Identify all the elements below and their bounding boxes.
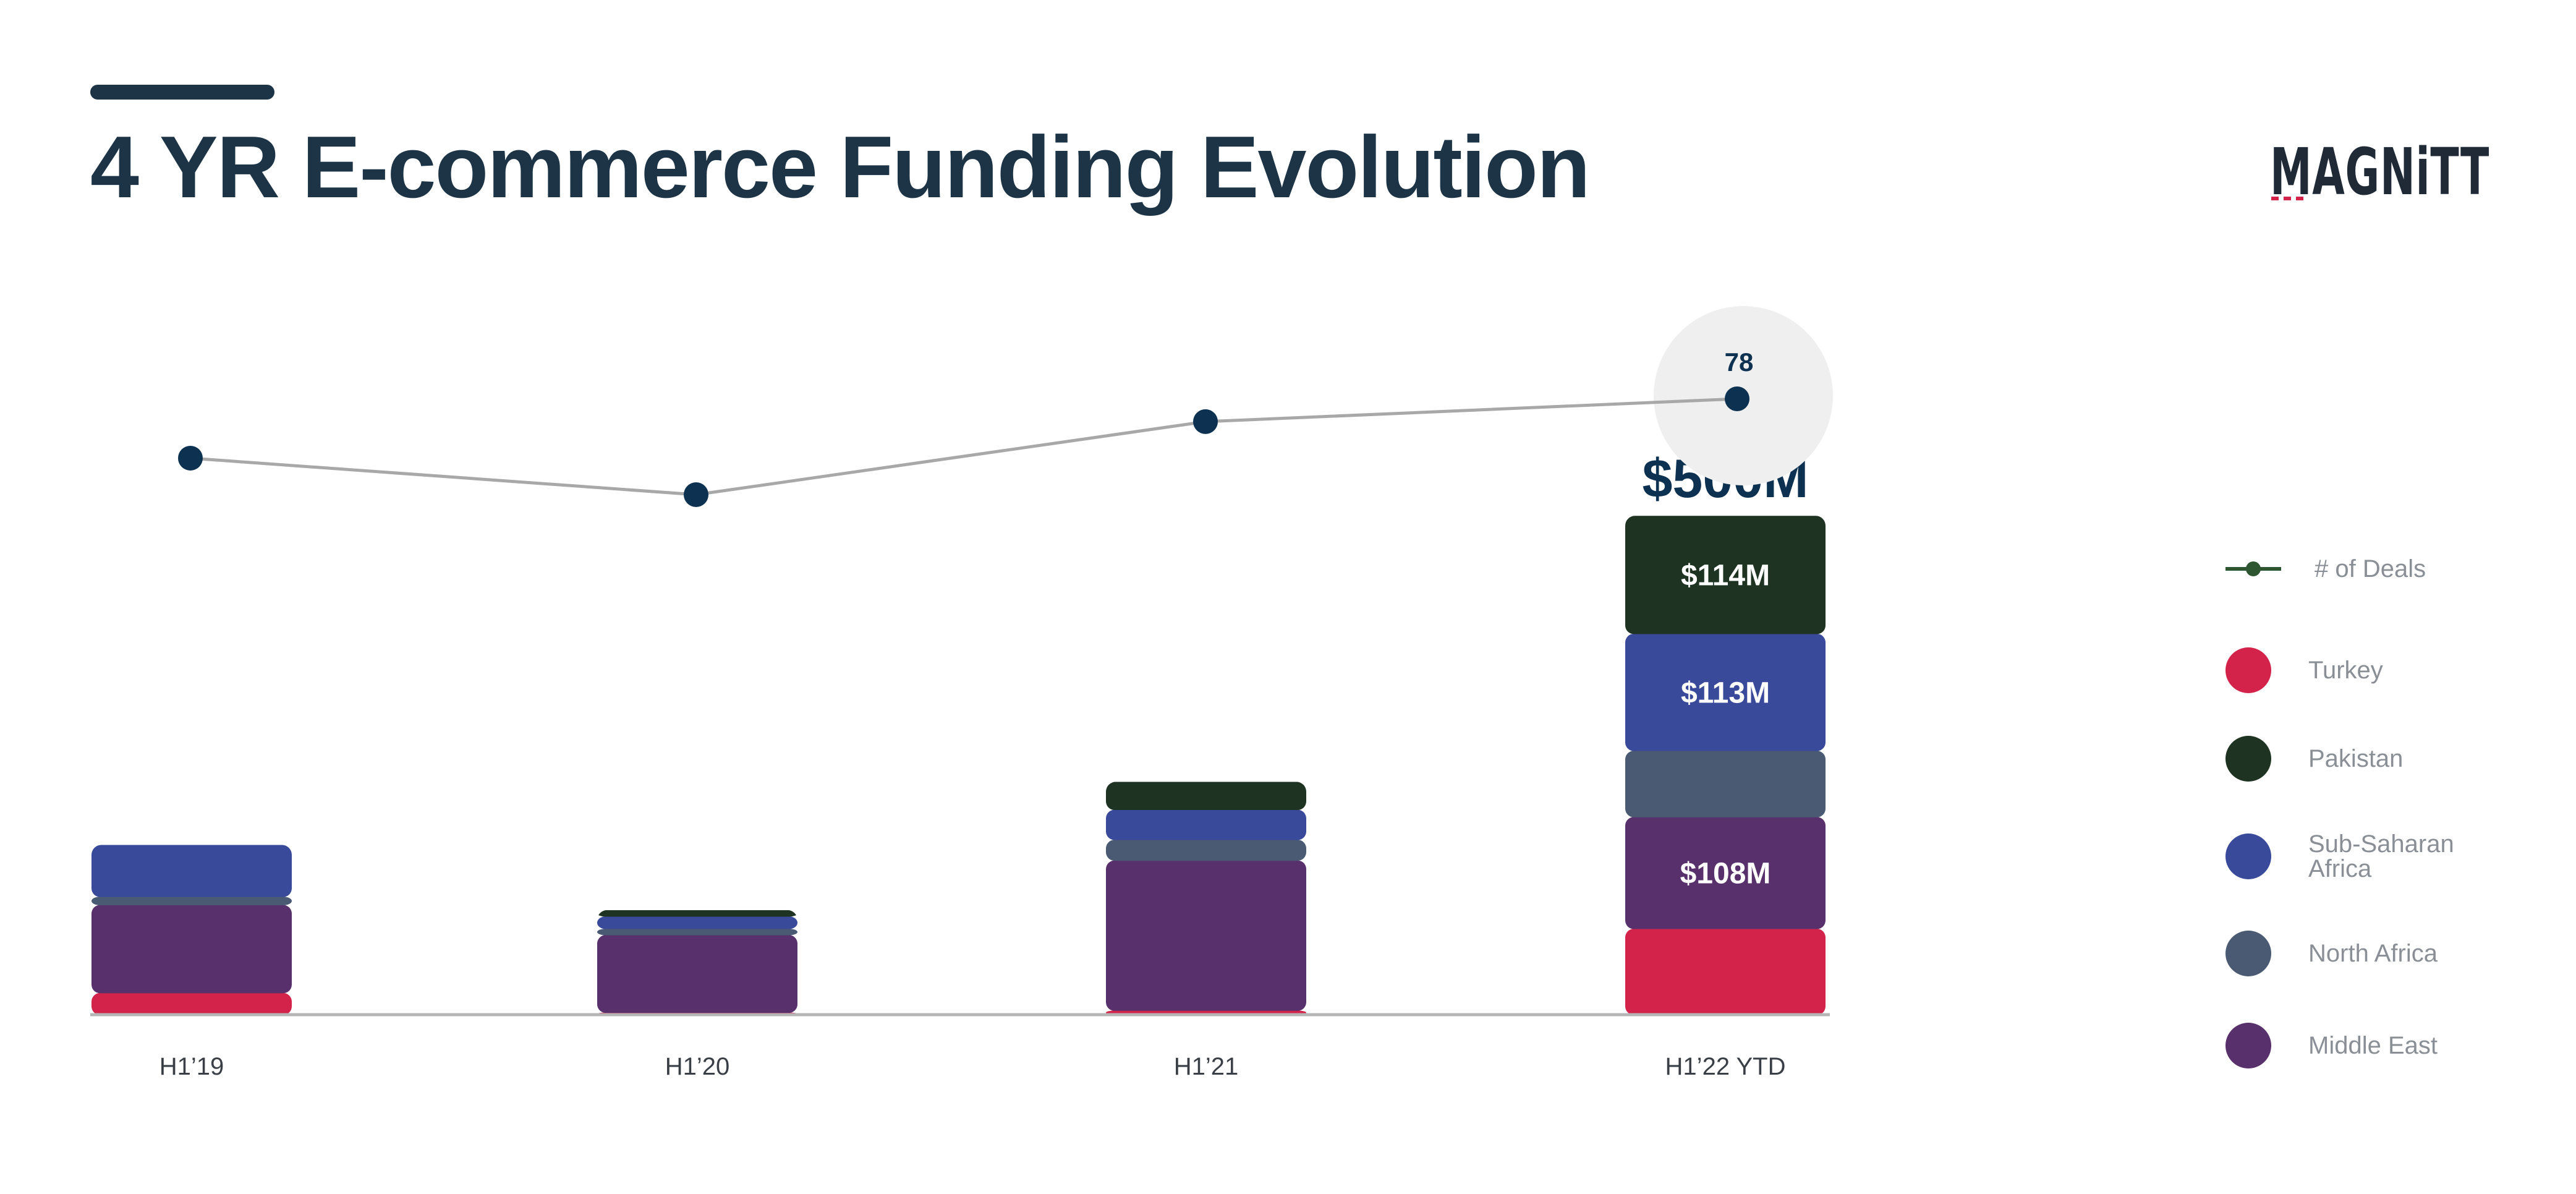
bar-segment-pakistan-h1-21 bbox=[1106, 782, 1306, 811]
bar-segment-sub-saharan-africa-h1-22-ytd bbox=[1625, 633, 1826, 751]
x-tick-label-h1-21: H1’21 bbox=[1174, 1053, 1239, 1080]
x-tick-label-h1-19: H1’19 bbox=[159, 1053, 224, 1080]
title-accent-bar bbox=[90, 85, 274, 100]
deals-label-h1-22-ytd: 78 bbox=[1725, 348, 1754, 377]
bar-segment-north-africa-h1-20 bbox=[597, 929, 797, 936]
legend-item-of-deals: # of Deals bbox=[2225, 546, 2537, 592]
bar-segment-sub-saharan-africa-h1-20 bbox=[597, 916, 797, 929]
magnitt-logo: MAGNiTT bbox=[2270, 141, 2493, 200]
bar-segment-north-africa-h1-22-ytd bbox=[1625, 751, 1826, 817]
bar-stack-h1-19 bbox=[91, 845, 292, 1015]
segment-label-middle-east-h1-22-ytd: $108M bbox=[1680, 858, 1771, 890]
bar-segment-pakistan-h1-22-ytd bbox=[1625, 516, 1826, 634]
segment-label-pakistan-h1-22-ytd: $114M bbox=[1681, 560, 1770, 592]
deals-point-h1-21 bbox=[1193, 409, 1218, 434]
bar-segment-middle-east-h1-22-ytd bbox=[1625, 817, 1826, 929]
legend-label-of-deals: # of Deals bbox=[2315, 555, 2426, 582]
bar-segment-north-africa-h1-19 bbox=[91, 897, 292, 906]
bar-segment-pakistan-h1-20 bbox=[597, 910, 797, 917]
legend-swatch-north-africa bbox=[2225, 931, 2271, 976]
legend-swatch-sub-saharan-africa bbox=[2225, 834, 2271, 879]
bar-stack-h1-22-ytd bbox=[1625, 516, 1826, 1015]
legend-label-middle-east: Middle East bbox=[2308, 1032, 2438, 1059]
deals-point-h1-20 bbox=[684, 482, 708, 507]
legend-item-pakistan: Pakistan bbox=[2225, 736, 2531, 782]
bar-segment-middle-east-h1-21 bbox=[1106, 860, 1306, 1011]
bar-segment-turkey-h1-22-ytd bbox=[1625, 929, 1826, 1015]
x-tick-label-h1-20: H1’20 bbox=[665, 1053, 730, 1080]
legend-line-icon bbox=[2225, 546, 2281, 592]
bar-segment-sub-saharan-africa-h1-19 bbox=[91, 845, 292, 897]
deals-point-h1-22-ytd bbox=[1725, 386, 1749, 411]
bar-segment-turkey-h1-19 bbox=[91, 992, 292, 1015]
legend-label-turkey: Turkey bbox=[2308, 657, 2383, 684]
legend-item-middle-east: Middle East bbox=[2225, 1023, 2531, 1068]
legend-swatch-turkey bbox=[2225, 647, 2271, 693]
deals-point-h1-19 bbox=[178, 445, 203, 471]
bar-stack-h1-21 bbox=[1106, 782, 1306, 1015]
bar-segment-sub-saharan-africa-h1-21 bbox=[1106, 809, 1306, 840]
deals-line bbox=[190, 397, 1738, 497]
page-title: 4 YR E-commerce Funding Evolution bbox=[90, 118, 1591, 216]
bar-stack-h1-20 bbox=[597, 910, 797, 1015]
legend-swatch-middle-east bbox=[2225, 1023, 2271, 1068]
segment-label-sub-saharan-africa-h1-22-ytd: $113M bbox=[1681, 677, 1770, 710]
bar-segment-north-africa-h1-21 bbox=[1106, 840, 1306, 861]
legend-label-north-africa: North Africa bbox=[2308, 940, 2438, 967]
legend-item-north-africa: North Africa bbox=[2225, 931, 2531, 976]
bar-segment-middle-east-h1-20 bbox=[597, 935, 797, 1013]
legend-swatch-pakistan bbox=[2225, 736, 2271, 782]
svg-text:MAGNiTT: MAGNiTT bbox=[2270, 141, 2489, 200]
bar-segment-middle-east-h1-19 bbox=[91, 905, 292, 994]
legend-item-sub-saharan-africa: Sub-Saharan Africa bbox=[2225, 832, 2463, 881]
x-tick-label-h1-22-ytd: H1’22 YTD bbox=[1665, 1053, 1786, 1080]
legend-label-pakistan: Pakistan bbox=[2308, 745, 2404, 772]
legend-label-sub-saharan-africa: Sub-Saharan Africa bbox=[2308, 830, 2454, 882]
legend-item-turkey: Turkey bbox=[2225, 647, 2531, 693]
